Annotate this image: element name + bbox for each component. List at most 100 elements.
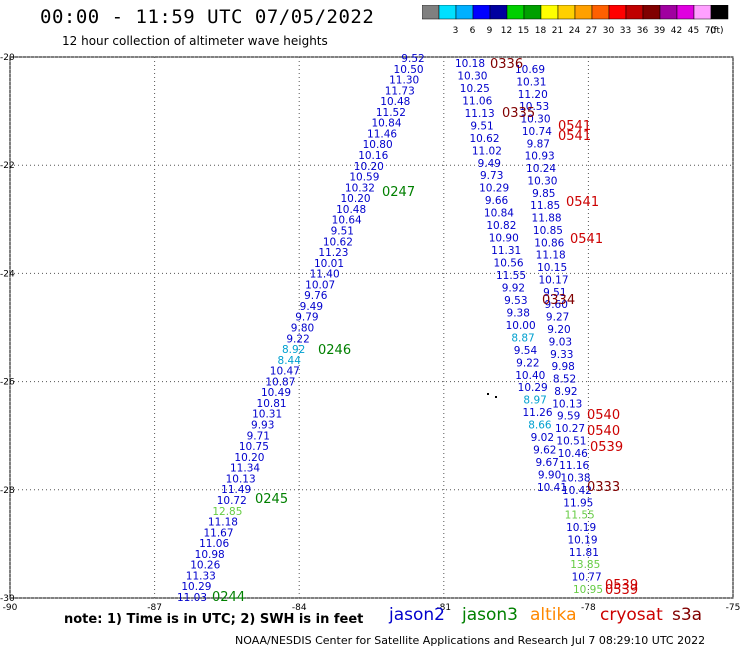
pass-time-label: 0333 (587, 480, 620, 495)
wave-height-value: 11.31 (491, 245, 521, 257)
wave-height-value: 11.06 (462, 95, 492, 107)
wave-height-value: 9.38 (507, 307, 530, 319)
pass-time-label: 0539 (605, 578, 638, 593)
wave-height-value: 11.52 (376, 107, 406, 119)
wave-height-value: 10.87 (265, 376, 295, 388)
page-subtitle: 12 hour collection of altimeter wave hei… (62, 34, 328, 48)
wave-height-value: 9.27 (546, 312, 569, 324)
pass-time-label: 0540 (587, 424, 620, 439)
pass-time-label: 0335 (502, 106, 535, 121)
wave-height-value: 9.49 (478, 158, 501, 170)
data-speck (495, 396, 497, 398)
legend-tick-label: 39 (654, 26, 666, 36)
wave-height-value: 9.79 (295, 312, 318, 324)
wave-height-value: 8.87 (511, 332, 534, 344)
wave-height-value: 9.67 (535, 457, 558, 469)
footer-note: note: 1) Time is in UTC; 2) SWH is in fe… (64, 612, 364, 627)
pass-time-label: 0540 (587, 408, 620, 423)
wave-height-value: 9.66 (485, 195, 509, 207)
wave-height-value: 9.54 (514, 345, 538, 357)
wave-height-value: 9.98 (551, 361, 574, 373)
legend-tick-label: 45 (688, 26, 699, 36)
wave-height-value: 9.80 (291, 323, 314, 335)
wave-height-value: 10.80 (363, 139, 393, 151)
wave-height-value: 10.95 (573, 584, 603, 596)
wave-height-value: 11.46 (367, 128, 397, 140)
wave-height-value: 10.31 (516, 76, 546, 88)
lon-tick-label: -90 (3, 603, 18, 613)
wave-height-value: 11.23 (318, 247, 348, 259)
lat-tick-label: -30 (0, 594, 15, 604)
wave-height-value: 10.59 (349, 172, 379, 184)
legend-tick-label: 24 (569, 26, 581, 36)
legend-tick-label: 6 (470, 26, 476, 36)
wave-height-value: 9.73 (480, 170, 503, 182)
pass-time-label: 0541 (570, 232, 603, 247)
map-frame (9, 56, 734, 599)
wave-height-value: 11.55 (565, 510, 595, 522)
wave-height-value: 9.59 (557, 411, 580, 423)
wave-height-value: 10.72 (217, 495, 247, 507)
legend-tick-label: 21 (552, 26, 563, 36)
satellite-legend-s3a: s3a (672, 605, 703, 625)
lat-tick-label: -28 (0, 486, 15, 496)
pass-time-label: 0541 (558, 129, 591, 144)
wave-height-value: 9.90 (538, 470, 561, 482)
wave-height-value: 10.49 (261, 387, 291, 399)
wave-height-value: 11.16 (559, 460, 589, 472)
wave-height-value: 11.26 (522, 407, 552, 419)
wave-height-value: 10.84 (484, 208, 514, 220)
legend-tick-label: 27 (586, 26, 597, 36)
wave-height-value: 10.07 (305, 279, 335, 291)
wave-height-value: 10.30 (520, 114, 550, 126)
wave-height-value: 10.41 (537, 482, 567, 494)
pass-time-label: 0334 (542, 293, 575, 308)
wave-height-value: 9.85 (532, 188, 555, 200)
wave-height-value: 9.52 (401, 53, 424, 65)
wave-height-value: 8.44 (278, 355, 302, 367)
wave-height-value: 10.86 (534, 237, 564, 249)
wave-height-value: 10.64 (332, 215, 362, 227)
wave-height-value: 10.74 (522, 126, 552, 138)
wave-height-value: 10.53 (519, 101, 549, 113)
wave-height-value: 10.13 (552, 398, 582, 410)
wave-height-value: 11.18 (208, 517, 238, 529)
wave-height-value: 11.33 (186, 570, 216, 582)
wave-height-value: 11.18 (536, 250, 566, 262)
wave-height-value: 9.76 (304, 290, 328, 302)
data-speck (487, 393, 489, 395)
pass-time-label: 0336 (490, 57, 523, 72)
wave-height-value: 10.93 (525, 151, 555, 163)
wave-height-value: 10.20 (341, 193, 371, 205)
wave-height-value: 10.75 (239, 441, 269, 453)
wave-height-value: 10.27 (555, 423, 585, 435)
wave-height-value: 10.20 (354, 161, 384, 173)
wave-height-value: 11.02 (472, 145, 502, 157)
wave-height-value: 11.81 (569, 547, 599, 559)
lon-tick-label: -81 (436, 603, 451, 613)
legend-tick-label: 42 (671, 26, 682, 36)
wave-height-value: 10.62 (469, 133, 499, 145)
lat-tick-label: -22 (0, 161, 15, 171)
wave-height-value: 10.19 (566, 522, 596, 534)
legend-swatch (710, 5, 729, 20)
wave-height-value: 11.73 (385, 85, 415, 97)
wave-height-value: 9.92 (502, 282, 525, 294)
page-title: 00:00 - 11:59 UTC 07/05/2022 (40, 6, 375, 28)
wave-height-value: 10.82 (486, 220, 516, 232)
wave-height-value: 10.26 (190, 560, 220, 572)
lat-tick-label: -20 (0, 53, 15, 63)
wave-height-value: 9.93 (251, 420, 274, 432)
legend-unit: (ft) (710, 26, 724, 36)
wave-height-value: 9.71 (247, 430, 270, 442)
wave-height-value: 10.69 (515, 64, 545, 76)
wave-height-value: 8.66 (528, 420, 552, 432)
wave-height-value: 10.48 (336, 204, 366, 216)
wave-height-value: 9.60 (545, 299, 568, 311)
wave-height-value: 10.32 (345, 182, 375, 194)
wave-height-value: 9.33 (550, 349, 573, 361)
wave-height-value: 10.29 (479, 183, 509, 195)
legend-tick-label: 15 (518, 26, 529, 36)
legend-tick-label: 18 (535, 26, 547, 36)
wave-height-value: 10.85 (533, 225, 563, 237)
